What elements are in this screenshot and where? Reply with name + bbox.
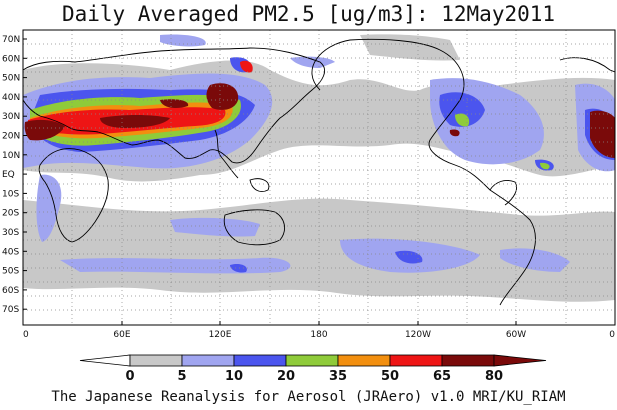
latitude-labels: 70N 60N 50N 40N 30N 20N 10N EQ 10S 20S 30S 40S 50S 60… xyxy=(2,35,27,315)
latitude-label: 30S xyxy=(2,228,19,238)
latitude-label: 10S xyxy=(2,189,19,199)
longitude-label: 120E xyxy=(209,330,232,340)
colorbar-segment xyxy=(389,354,443,367)
latitude-label: 40S xyxy=(2,247,19,257)
colorbar-label: 35 xyxy=(329,369,347,384)
colorbar-label: 0 xyxy=(125,369,134,384)
latitude-label: 10N xyxy=(2,151,20,161)
latitude-label: 60S xyxy=(2,286,19,296)
longitude-label: 120W xyxy=(405,330,431,340)
colorbar-label: 80 xyxy=(485,369,503,384)
colorbar-label: 50 xyxy=(381,369,399,384)
colorbar-label: 5 xyxy=(177,369,186,384)
colorbar-label: 10 xyxy=(225,369,243,384)
colorbar-segment xyxy=(493,354,547,367)
colorbar-segment xyxy=(337,354,391,367)
longitude-label: 180 xyxy=(310,330,327,340)
colorbar-segment xyxy=(79,354,131,367)
colorbar-segment xyxy=(181,354,235,367)
longitude-labels: 0 60E 120E 180 120W 60W 0 xyxy=(22,321,616,340)
colorbar-segment xyxy=(441,354,495,367)
colorbar-segment xyxy=(233,354,287,367)
latitude-label: 20S xyxy=(2,209,19,219)
concentration-above-80-areas xyxy=(24,83,615,158)
latitude-label: 40N xyxy=(2,93,20,103)
latitude-label: 20N xyxy=(2,132,20,142)
footer-credit: The Japanese Reanalysis for Aerosol (JRA… xyxy=(51,389,566,405)
colorbar: 0 5 10 20 35 50 65 80 xyxy=(79,354,547,384)
longitude-label: 0 xyxy=(23,330,29,340)
latitude-label: 70N xyxy=(2,35,20,45)
map-title: Daily Averaged PM2.5 [ug/m3]: 12May2011 xyxy=(61,2,556,26)
latitude-label: EQ xyxy=(2,170,15,180)
latitude-label: 30N xyxy=(2,112,20,122)
colorbar-segment xyxy=(129,354,183,367)
latitude-label: 50N xyxy=(2,74,20,84)
colorbar-label: 20 xyxy=(277,369,295,384)
grid-lines xyxy=(23,30,615,325)
latitude-label: 60N xyxy=(2,54,20,64)
longitude-label: 60E xyxy=(113,330,130,340)
longitude-label: 60W xyxy=(506,330,526,340)
colorbar-label: 65 xyxy=(433,369,451,384)
longitude-label: 0 xyxy=(609,330,615,340)
latitude-label: 70S xyxy=(2,305,19,315)
colorbar-segment xyxy=(285,354,339,367)
latitude-label: 50S xyxy=(2,267,19,277)
